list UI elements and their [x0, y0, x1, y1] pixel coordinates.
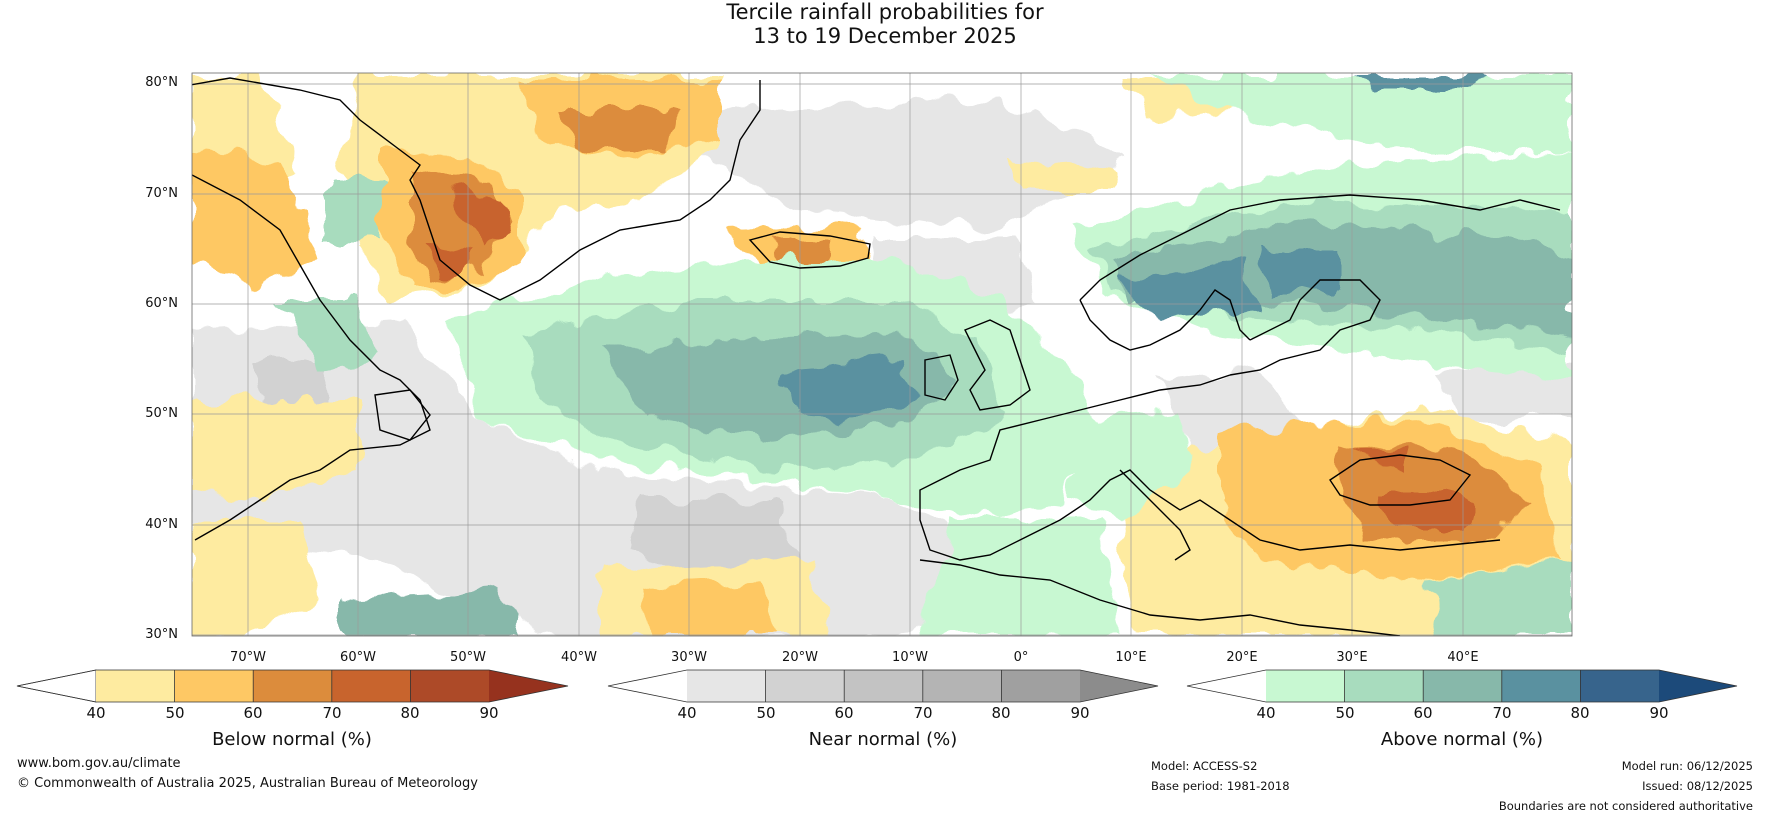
base-period: Base period: 1981-2018 — [1151, 779, 1290, 793]
map-panel — [191, 72, 1573, 637]
near-colorbar-segment-s5 — [1001, 670, 1080, 702]
lat-label-50n: 50°N — [145, 406, 178, 421]
below-tick-90: 90 — [479, 704, 499, 722]
below-colorbar-segment-s4 — [331, 670, 411, 702]
title-line-2: 13 to 19 December 2025 — [753, 24, 1017, 48]
map-title: Tercile rainfall probabilities for 13 to… — [0, 0, 1770, 48]
near-colorbar-segment-s3 — [844, 670, 923, 702]
above-colorbar-segment-s3 — [1423, 670, 1502, 702]
above-tick-90: 90 — [1649, 704, 1669, 722]
lon-label-40w: 40°W — [561, 650, 597, 665]
baltic-coast — [1229, 279, 1381, 376]
above-tick-70: 70 — [1492, 704, 1512, 722]
below-colorbar-segment-s2 — [174, 670, 254, 702]
italy-coast — [1119, 469, 1191, 561]
lon-label-30e: 30°E — [1336, 650, 1368, 665]
near-tick-70: 70 — [913, 704, 933, 722]
below-colorbar-segment-hi — [489, 670, 568, 702]
lon-label-70w: 70°W — [230, 650, 266, 665]
lon-label-0: 0° — [1013, 650, 1029, 665]
near-colorbar-segment-s4 — [922, 670, 1002, 702]
lat-label-60n: 60°N — [145, 296, 178, 311]
model-name: Model: ACCESS-S2 — [1151, 759, 1258, 773]
lon-label-60w: 60°W — [340, 650, 376, 665]
black-sea-coast — [1329, 454, 1472, 506]
near-tick-50: 50 — [756, 704, 776, 722]
below-tick-60: 60 — [243, 704, 263, 722]
lat-label-40n: 40°N — [145, 517, 178, 532]
near-normal-title: Near normal (%) — [808, 729, 958, 750]
ireland-coast — [924, 354, 959, 401]
scandinavia-coast — [1079, 194, 1561, 301]
below-colorbar-segment-s5 — [410, 670, 489, 702]
north-africa-coast — [919, 559, 1401, 636]
below-colorbar-segment-s1 — [96, 670, 175, 702]
lat-label-30n: 30°N — [145, 627, 178, 642]
lat-label-80n: 80°N — [145, 75, 178, 90]
near-colorbar-segment-lo — [608, 670, 687, 702]
lat-label-70n: 70°N — [145, 186, 178, 201]
above-tick-80: 80 — [1570, 704, 1590, 722]
colorbar-near — [607, 669, 1159, 703]
below-colorbar-segment-lo — [16, 669, 97, 703]
title-line-1: Tercile rainfall probabilities for — [726, 0, 1044, 24]
below-colorbar-segment-s3 — [253, 670, 332, 702]
probability-shading — [192, 75, 1572, 636]
near-tick-40: 40 — [677, 704, 697, 722]
above-colorbar-segment-hi — [1659, 670, 1737, 702]
colorbar-above — [1186, 669, 1738, 703]
near-tick-60: 60 — [834, 704, 854, 722]
boundaries-disclaimer: Boundaries are not considered authoritat… — [1498, 799, 1753, 813]
british-isles-coast — [964, 319, 1031, 411]
newfoundland-coast — [374, 389, 431, 441]
bom-website-link[interactable]: www.bom.gov.au/climate — [17, 756, 181, 771]
near-colorbar-segment-hi — [1080, 670, 1158, 702]
lon-label-20e: 20°E — [1226, 650, 1258, 665]
below-tick-50: 50 — [165, 704, 185, 722]
below-normal-title: Below normal (%) — [212, 729, 372, 750]
coastlines — [192, 77, 1561, 636]
lon-label-50w: 50°W — [450, 650, 486, 665]
above-colorbar-segment-s4 — [1501, 670, 1581, 702]
above-normal-title: Above normal (%) — [1380, 729, 1544, 750]
above-tick-60: 60 — [1413, 704, 1433, 722]
map-frame — [191, 72, 1573, 637]
above-tick-40: 40 — [1256, 704, 1276, 722]
lon-label-40e: 40°E — [1447, 650, 1479, 665]
below-tick-40: 40 — [86, 704, 106, 722]
below-tick-80: 80 — [400, 704, 420, 722]
graticule — [192, 73, 1572, 636]
labrador-coast — [192, 174, 431, 541]
above-colorbar-segment-s1 — [1266, 670, 1345, 702]
below-tick-70: 70 — [322, 704, 342, 722]
lon-label-20w: 20°W — [782, 650, 818, 665]
above-colorbar-segment-lo — [1187, 670, 1266, 702]
near-tick-90: 90 — [1070, 704, 1090, 722]
near-colorbar-segment-s2 — [765, 670, 845, 702]
above-colorbar-segment-s5 — [1580, 670, 1659, 702]
near-tick-80: 80 — [991, 704, 1011, 722]
near-colorbar-segment-s1 — [687, 670, 766, 702]
norway-west-coast — [1079, 289, 1251, 351]
above-tick-50: 50 — [1335, 704, 1355, 722]
colorbar-below — [16, 669, 569, 703]
lon-label-10w: 10°W — [892, 650, 928, 665]
model-run-date: Model run: 06/12/2025 — [1621, 759, 1753, 773]
greenland-coast — [192, 77, 761, 301]
above-colorbar-segment-s2 — [1344, 670, 1424, 702]
lon-label-10e: 10°E — [1115, 650, 1147, 665]
copyright-text: © Commonwealth of Australia 2025, Austra… — [17, 776, 478, 791]
continental-europe-coast — [919, 374, 1501, 561]
issued-date: Issued: 08/12/2025 — [1642, 779, 1753, 793]
lon-label-30w: 30°W — [671, 650, 707, 665]
iceland-coast — [748, 231, 871, 269]
